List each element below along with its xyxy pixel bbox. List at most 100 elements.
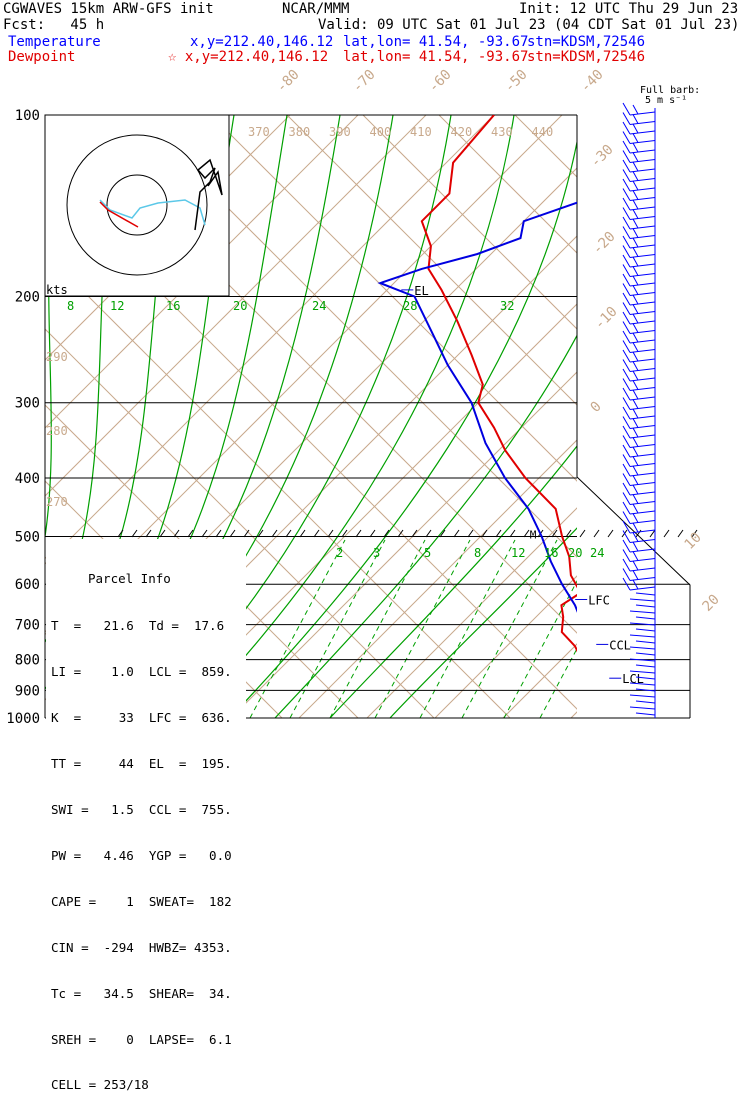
parcel-row: CIN = -294 HWBZ= 4353. — [51, 939, 232, 955]
wind-barb — [632, 294, 639, 305]
moist-adiabat — [189, 115, 515, 718]
wind-barb — [622, 340, 631, 353]
hatch-mark — [677, 529, 684, 538]
annotation-label: EL — [414, 284, 428, 298]
wind-barb — [622, 435, 631, 448]
wind-barb — [629, 472, 656, 477]
theta-label: 400 — [370, 125, 392, 139]
wind-barb — [622, 520, 631, 534]
hatch-mark — [271, 529, 278, 538]
isotherm-line — [230, 371, 577, 718]
mixing-ratio-line — [419, 539, 516, 718]
hatch-mark — [425, 529, 432, 538]
isotherm-label: -20 — [590, 229, 619, 258]
wind-barb — [632, 228, 639, 238]
wind-barb — [629, 425, 656, 429]
wind-barb — [622, 131, 631, 144]
annotation-label: LCL — [622, 672, 644, 686]
wind-barb — [622, 273, 631, 287]
wind-barb — [632, 342, 639, 352]
wind-barb — [632, 513, 639, 523]
wind-barb — [629, 577, 656, 581]
plot-right-lower-edge — [576, 476, 691, 718]
pressure-tick-label: 800 — [15, 653, 40, 669]
wind-barb — [629, 244, 656, 249]
isotherm-label: -50 — [502, 67, 531, 96]
dewpoint-latlon: lat,lon= 41.54, -93.67 — [343, 49, 529, 65]
parcel-row: CAPE = 1 SWEAT= 182 — [51, 893, 232, 909]
hatch-mark — [299, 529, 306, 538]
dry-adiabat — [362, 115, 577, 330]
wind-barb — [632, 465, 639, 476]
wind-barb — [629, 387, 656, 391]
moist-adiabat — [274, 334, 577, 718]
hatch-mark — [257, 529, 264, 538]
mixing-ratio-label: 5 — [424, 546, 431, 560]
wind-barb — [622, 368, 631, 382]
parcel-row: SREH = 0 LAPSE= 6.1 — [51, 1031, 232, 1047]
parcel-row: TT = 44 EL = 195. — [51, 756, 232, 772]
dry-adiabat — [591, 115, 740, 718]
moist-adiabat-label: 8 — [67, 299, 74, 313]
hatch-mark — [215, 529, 222, 538]
parcel-row: T = 21.6 Td = 17.6 — [51, 618, 225, 634]
hatch-mark — [173, 529, 180, 538]
theta-label: 440 — [532, 125, 554, 139]
pressure-tick-label: 1000 — [6, 711, 40, 727]
hatch-mark — [439, 529, 446, 538]
wind-barb — [632, 494, 639, 504]
wind-barb — [629, 491, 656, 496]
wind-barb — [622, 264, 631, 277]
hatch-mark — [383, 529, 390, 538]
wind-barb — [622, 425, 631, 439]
wind-barb — [622, 549, 631, 562]
wind-barb — [632, 522, 639, 533]
wind-barb — [622, 558, 631, 572]
wind-barb — [629, 670, 656, 674]
wind-barb — [622, 121, 631, 135]
theta-label: 430 — [491, 125, 513, 139]
wind-barb — [629, 377, 656, 382]
wind-barb — [632, 123, 639, 134]
temperature-station: stn=KDSM,72546 — [527, 34, 646, 50]
wind-barb — [629, 206, 656, 211]
hatch-mark — [663, 529, 670, 538]
pressure-tick-label: 300 — [15, 396, 40, 412]
dry-adiabat — [134, 115, 577, 558]
wind-barb — [622, 482, 631, 496]
wind-barb — [632, 579, 639, 590]
isotherm-label: 20 — [700, 592, 723, 615]
isotherm-line — [162, 303, 577, 718]
wind-barb — [622, 140, 631, 154]
wind-barb — [622, 501, 631, 515]
wind-barb — [632, 171, 639, 181]
wind-barb — [622, 492, 631, 505]
hatch-mark — [453, 529, 460, 538]
wind-barb — [632, 370, 639, 381]
hatch-mark — [131, 529, 138, 538]
wind-barb — [629, 187, 656, 192]
wind-barb — [632, 190, 639, 200]
hatch-mark — [691, 529, 698, 538]
wind-barb — [622, 577, 631, 591]
wind-barb — [629, 453, 656, 458]
wind-barb — [622, 397, 631, 410]
wind-barb — [632, 161, 639, 172]
wind-barb — [632, 484, 639, 495]
wind-barb — [629, 320, 656, 325]
wind-barb — [629, 149, 656, 154]
wind-barb — [629, 610, 656, 614]
isotherm-label: -80 — [274, 67, 303, 96]
mixing-ratio-label: 2 — [336, 546, 343, 560]
wind-barb — [632, 152, 639, 162]
dry-adiabat — [210, 115, 577, 482]
mixing-ratio-label: 16 — [544, 546, 558, 560]
org-label: NCAR/MMM — [282, 1, 350, 17]
hatch-mark — [369, 529, 376, 538]
mixing-ratio-line — [289, 539, 386, 718]
wind-barb — [622, 349, 631, 363]
wind-barb — [632, 446, 639, 457]
theta-label: 380 — [289, 125, 311, 139]
hatch-mark — [481, 529, 488, 538]
isotherm-label: 10 — [682, 530, 705, 553]
